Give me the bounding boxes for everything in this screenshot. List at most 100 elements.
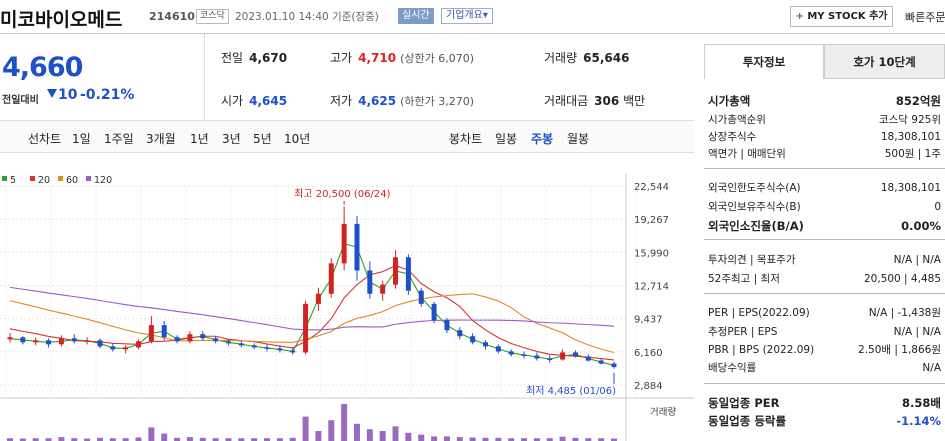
info-row-value: 852억원 (895, 94, 941, 108)
volume-bar (328, 420, 335, 441)
add-mystock-button[interactable]: + MY STOCK 추가 (790, 6, 893, 27)
candle-body (470, 336, 476, 343)
tab-investment-info[interactable]: 투자정보 (704, 44, 824, 79)
info-row: 액면가 | 매매단위 500원 | 1주 (708, 146, 941, 162)
candle-body (444, 320, 450, 331)
corp-info-label: 기업개요 (446, 10, 483, 21)
info-row-value: -1.14% (896, 414, 941, 428)
divider (704, 239, 945, 240)
current-price: 4,660 (2, 52, 83, 83)
volume-bar (495, 437, 502, 441)
volume-bar (289, 437, 296, 441)
low-annotation: 최저 4,485 (01/06) (526, 385, 616, 397)
info-row-label: PBR | BPS (2022.09) (708, 344, 815, 356)
volume-bar (238, 438, 245, 441)
volume-bar (418, 434, 425, 441)
change-rate: -0.21% (80, 87, 135, 103)
info-row-label: 추정PER | EPS (708, 326, 778, 338)
y-tick-label: 15,990 (634, 248, 669, 259)
down-triangle-icon (47, 89, 57, 98)
volume-bar (431, 436, 438, 441)
candle-body (560, 352, 566, 360)
stat-value: 4,710 (358, 51, 397, 65)
tab-10y[interactable]: 10년 (284, 132, 311, 146)
info-row-value: 20,500 | 4,485 (863, 273, 941, 285)
high-annotation: 최고 20,500 (06/24) (294, 188, 390, 200)
stat-prev: 전일 4,670 (221, 49, 287, 66)
volume-bar (135, 437, 142, 441)
info-row: 배당수익률 N/A (708, 360, 941, 376)
corp-info-dropdown[interactable]: 기업개요▾ (441, 8, 493, 24)
candle-body (457, 330, 463, 337)
info-row-label: 외국인한도주식수(A) (708, 182, 801, 194)
volume-bar (7, 438, 13, 441)
price-change-value: 10 (58, 87, 78, 103)
candle-body (482, 342, 488, 347)
info-row: 52주최고 | 최저 20,500 | 4,485 (708, 271, 941, 287)
info-row: 동일업종 PER 8.58배 (708, 395, 941, 411)
stat-value: 306 (594, 94, 620, 108)
stock-name: 미코바이오메드 (0, 9, 123, 31)
legend-swatch (86, 176, 91, 181)
moving-average-line (9, 293, 615, 354)
candle-body (495, 346, 501, 352)
info-row: 추정PER | EPS N/A | N/A (708, 324, 941, 340)
volume-bar (482, 437, 489, 441)
info-row-label: 시가총액순위 (708, 114, 766, 126)
volume-bar (71, 438, 78, 441)
candle-body (20, 337, 26, 343)
candle-body (418, 290, 424, 304)
legend-label: 5 (10, 175, 16, 186)
stat-value: 4,670 (249, 51, 288, 65)
realtime-button[interactable]: 실시간 (398, 8, 434, 24)
candle-body (123, 347, 129, 350)
tab-1w[interactable]: 1주일 (104, 132, 134, 146)
volume-bar (572, 437, 579, 441)
volume-bar (84, 438, 91, 441)
candle-body (200, 334, 206, 339)
tab-3m[interactable]: 3개월 (146, 132, 176, 146)
stat-open: 시가 4,645 (221, 92, 287, 109)
tab-3y[interactable]: 3년 (222, 132, 241, 146)
moving-average-line (9, 264, 615, 361)
candle-body (46, 340, 52, 345)
info-row-label: 투자의견 | 목표주가 (708, 254, 796, 266)
info-row: 시가총액순위 코스닥 925위 (708, 112, 941, 128)
volume-bar (19, 438, 26, 441)
tab-1y[interactable]: 1년 (190, 132, 209, 146)
volume-bar (212, 438, 219, 441)
legend-label: 20 (38, 175, 50, 186)
info-row: 투자의견 | 목표주가 N/A | N/A (708, 252, 941, 268)
volume-bar (353, 423, 360, 441)
volume-bar (379, 431, 386, 441)
info-row-value: 18,308,101 (880, 182, 941, 194)
info-row-label: 배당수익률 (708, 362, 757, 374)
candle-body (303, 303, 309, 353)
stat-value: 4,625 (358, 94, 397, 108)
y-tick-label: 6,160 (634, 348, 663, 359)
price-chart[interactable]: 5 20 60 120 22,544 19,267 15,990 12,714 9,437 6,1… (0, 153, 694, 441)
info-row: 시가총액 852억원 (708, 93, 941, 109)
candle-body (174, 337, 180, 342)
tab-monthly[interactable]: 월봉 (567, 132, 590, 146)
plus-icon: + (795, 11, 804, 22)
volume-bar (186, 437, 193, 441)
candle-body (405, 257, 411, 291)
tab-orderbook[interactable]: 호가 10단계 (824, 44, 945, 79)
volume-bar (366, 429, 373, 441)
tab-daily[interactable]: 일봉 (495, 132, 518, 146)
quick-order-link[interactable]: 빠른주문 (905, 11, 945, 24)
stat-high: 고가 4,710 (상한가 6,070) (330, 49, 474, 66)
info-row-value: 18,308,101 (880, 131, 941, 143)
candle-body (277, 348, 283, 351)
stock-header: 미코바이오메드 214610 코스닥 2023.01.10 14:40 기준(장… (0, 0, 945, 34)
tab-weekly[interactable]: 주봉 (531, 132, 554, 146)
candle-body (225, 341, 231, 344)
volume-bar (469, 437, 476, 441)
tab-5y[interactable]: 5년 (253, 132, 272, 146)
stat-label: 거래량 (544, 51, 578, 65)
volume-bar (161, 433, 168, 441)
candle-chart-label: 봉차트 (449, 132, 483, 146)
tab-1d[interactable]: 1일 (72, 132, 91, 146)
candle-body (238, 343, 244, 346)
